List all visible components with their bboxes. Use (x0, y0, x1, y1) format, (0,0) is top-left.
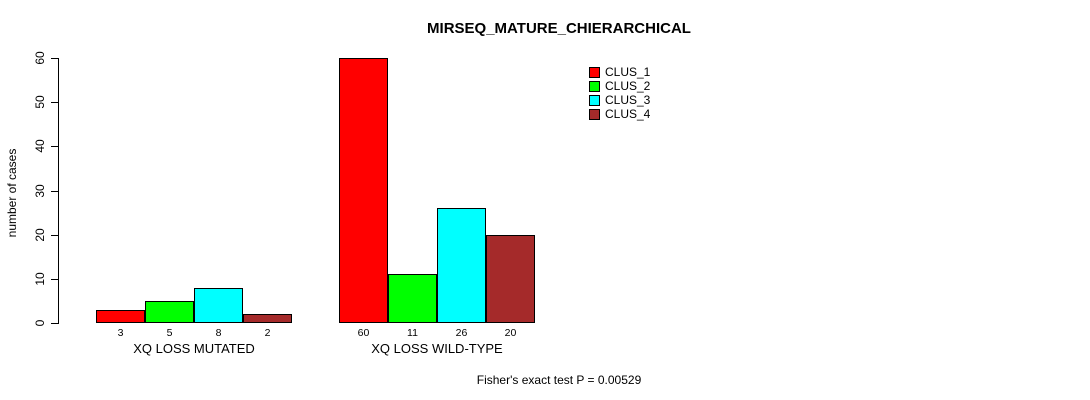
y-axis-title: number of cases (5, 148, 19, 238)
bar-clus_2 (388, 274, 437, 323)
legend: CLUS_1 CLUS_2 CLUS_3 CLUS_4 (589, 65, 650, 121)
bar-value-label: 26 (455, 327, 468, 339)
y-tick-label: 30 (33, 183, 47, 198)
bar-value-label: 20 (504, 327, 517, 339)
bar-value-label: 8 (215, 327, 222, 339)
y-tick (51, 102, 58, 104)
y-tick-label: 40 (33, 139, 47, 154)
y-tick-label: 0 (33, 319, 47, 327)
y-tick-label: 60 (33, 51, 47, 65)
legend-label: CLUS_3 (605, 93, 651, 107)
legend-label: CLUS_2 (605, 79, 651, 93)
bar-clus_2 (145, 300, 194, 323)
y-tick (51, 323, 58, 324)
y-tick (51, 146, 58, 148)
bar-clus_1 (339, 58, 388, 323)
legend-swatch (589, 108, 600, 120)
y-tick-label: 20 (33, 227, 47, 242)
y-tick (51, 190, 58, 192)
legend-swatch (589, 80, 600, 92)
bar-clus_3 (194, 287, 243, 323)
y-tick-label: 50 (33, 95, 47, 109)
legend-item-clus_1: CLUS_1 (589, 65, 650, 79)
legend-item-clus_2: CLUS_2 (589, 79, 650, 93)
bar-value-label: 3 (117, 327, 124, 339)
bar-clus_3 (437, 208, 486, 323)
chart-title: MIRSEQ_MATURE_CHIERARCHICAL (427, 20, 691, 37)
bar-value-label: 60 (357, 327, 370, 339)
bar-value-label: 5 (166, 327, 173, 339)
bar-clus_1 (96, 309, 145, 323)
bar-clus_4 (486, 234, 535, 323)
legend-label: CLUS_4 (605, 107, 651, 121)
category-label: XQ LOSS MUTATED (133, 341, 255, 356)
category-label: XQ LOSS WILD-TYPE (371, 341, 503, 356)
fisher-test-annotation: Fisher's exact test P = 0.00529 (476, 373, 642, 387)
legend-item-clus_4: CLUS_4 (589, 107, 650, 121)
y-tick (51, 278, 58, 280)
bar-value-label: 11 (407, 327, 418, 339)
y-tick (51, 58, 58, 59)
legend-swatch (589, 66, 600, 78)
y-tick (51, 234, 58, 236)
legend-swatch (589, 94, 600, 106)
bar-value-label: 2 (264, 327, 271, 339)
bar-clus_4 (243, 314, 292, 323)
y-tick-label: 10 (33, 272, 47, 286)
y-axis-line (58, 58, 59, 324)
legend-item-clus_3: CLUS_3 (589, 93, 650, 107)
legend-label: CLUS_1 (605, 65, 651, 79)
